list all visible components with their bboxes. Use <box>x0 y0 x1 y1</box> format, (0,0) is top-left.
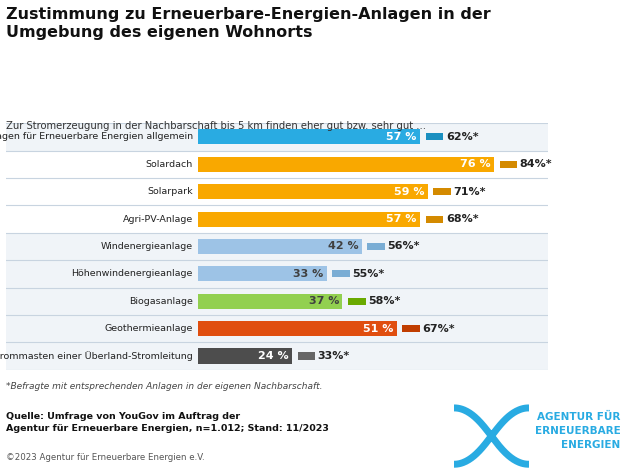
Bar <box>6 288 198 315</box>
Bar <box>198 315 548 342</box>
Text: Solarpark: Solarpark <box>147 187 193 196</box>
Bar <box>426 216 444 223</box>
Text: Windenergieanlage: Windenergieanlage <box>101 242 193 251</box>
Text: 33 %: 33 % <box>294 269 324 279</box>
Text: Agri-PV-Anlage: Agri-PV-Anlage <box>122 215 193 224</box>
Bar <box>433 188 451 195</box>
Bar <box>6 315 198 342</box>
Text: 55%*: 55%* <box>353 269 385 279</box>
Bar <box>198 211 420 227</box>
Bar <box>6 342 198 370</box>
Bar <box>198 294 342 309</box>
Text: 68%*: 68%* <box>446 214 479 224</box>
Text: 56%*: 56%* <box>387 241 420 252</box>
Text: Quelle: Umfrage von YouGov im Auftrag der
Agentur für Erneuerbare Energien, n=1.: Quelle: Umfrage von YouGov im Auftrag de… <box>6 412 329 433</box>
Text: Zustimmung zu Erneuerbare-Energien-Anlagen in der
Umgebung des eigenen Wohnorts: Zustimmung zu Erneuerbare-Energien-Anlag… <box>6 7 491 40</box>
Bar <box>198 129 420 145</box>
Bar <box>198 348 292 364</box>
Bar <box>198 123 548 151</box>
Bar <box>426 133 444 140</box>
Bar <box>198 288 548 315</box>
Text: Biogasanlage: Biogasanlage <box>129 297 193 306</box>
Bar <box>333 270 350 277</box>
Bar <box>198 321 397 336</box>
Text: Zur Stromerzeugung in der Nachbarschaft bis 5 km finden eher gut bzw. sehr gut .: Zur Stromerzeugung in der Nachbarschaft … <box>6 121 427 131</box>
Bar <box>403 325 420 332</box>
Text: Anlagen für Erneuerbare Energien allgemein: Anlagen für Erneuerbare Energien allgeme… <box>0 132 193 141</box>
Bar <box>198 342 548 370</box>
Text: Höhenwindenergieanlage: Höhenwindenergieanlage <box>71 269 193 278</box>
Text: Strommasten einer Überland-Stromleitung: Strommasten einer Überland-Stromleitung <box>0 351 193 361</box>
Bar <box>198 266 326 282</box>
Text: 59 %: 59 % <box>394 187 425 197</box>
Bar <box>500 161 517 168</box>
Text: 58%*: 58%* <box>368 296 401 306</box>
Bar <box>297 353 315 360</box>
Text: 76 %: 76 % <box>460 159 491 169</box>
Bar <box>198 151 548 178</box>
Text: 84%*: 84%* <box>520 159 553 169</box>
Text: 33%*: 33%* <box>318 351 350 361</box>
Text: 71%*: 71%* <box>454 187 486 197</box>
Text: 57 %: 57 % <box>386 214 417 224</box>
Bar <box>6 260 198 288</box>
Bar <box>198 260 548 288</box>
Text: 24 %: 24 % <box>258 351 289 361</box>
Text: 37 %: 37 % <box>309 296 339 306</box>
Bar <box>348 298 365 305</box>
Bar <box>6 151 198 178</box>
Text: 42 %: 42 % <box>328 241 358 252</box>
Bar <box>198 157 494 172</box>
Bar <box>367 243 385 250</box>
Bar <box>198 239 362 254</box>
Bar <box>198 205 548 233</box>
Text: 57 %: 57 % <box>386 132 417 142</box>
Bar <box>6 178 198 205</box>
Bar <box>198 233 548 260</box>
Bar <box>6 205 198 233</box>
Text: *Befragte mit entsprechenden Anlagen in der eigenen Nachbarschaft.: *Befragte mit entsprechenden Anlagen in … <box>6 382 323 391</box>
Text: Geothermieanlage: Geothermieanlage <box>105 324 193 333</box>
Text: ©2023 Agentur für Erneuerbare Energien e.V.: ©2023 Agentur für Erneuerbare Energien e… <box>6 453 205 462</box>
Bar <box>6 233 198 260</box>
Text: 51 %: 51 % <box>363 324 394 334</box>
Text: 67%*: 67%* <box>423 324 455 334</box>
Text: AGENTUR FÜR
ERNEUERBARE
ENERGIEN: AGENTUR FÜR ERNEUERBARE ENERGIEN <box>535 412 621 450</box>
Text: Solardach: Solardach <box>146 160 193 169</box>
Bar <box>198 178 548 205</box>
Text: 62%*: 62%* <box>446 132 479 142</box>
Bar <box>6 123 198 151</box>
Bar <box>198 184 428 199</box>
